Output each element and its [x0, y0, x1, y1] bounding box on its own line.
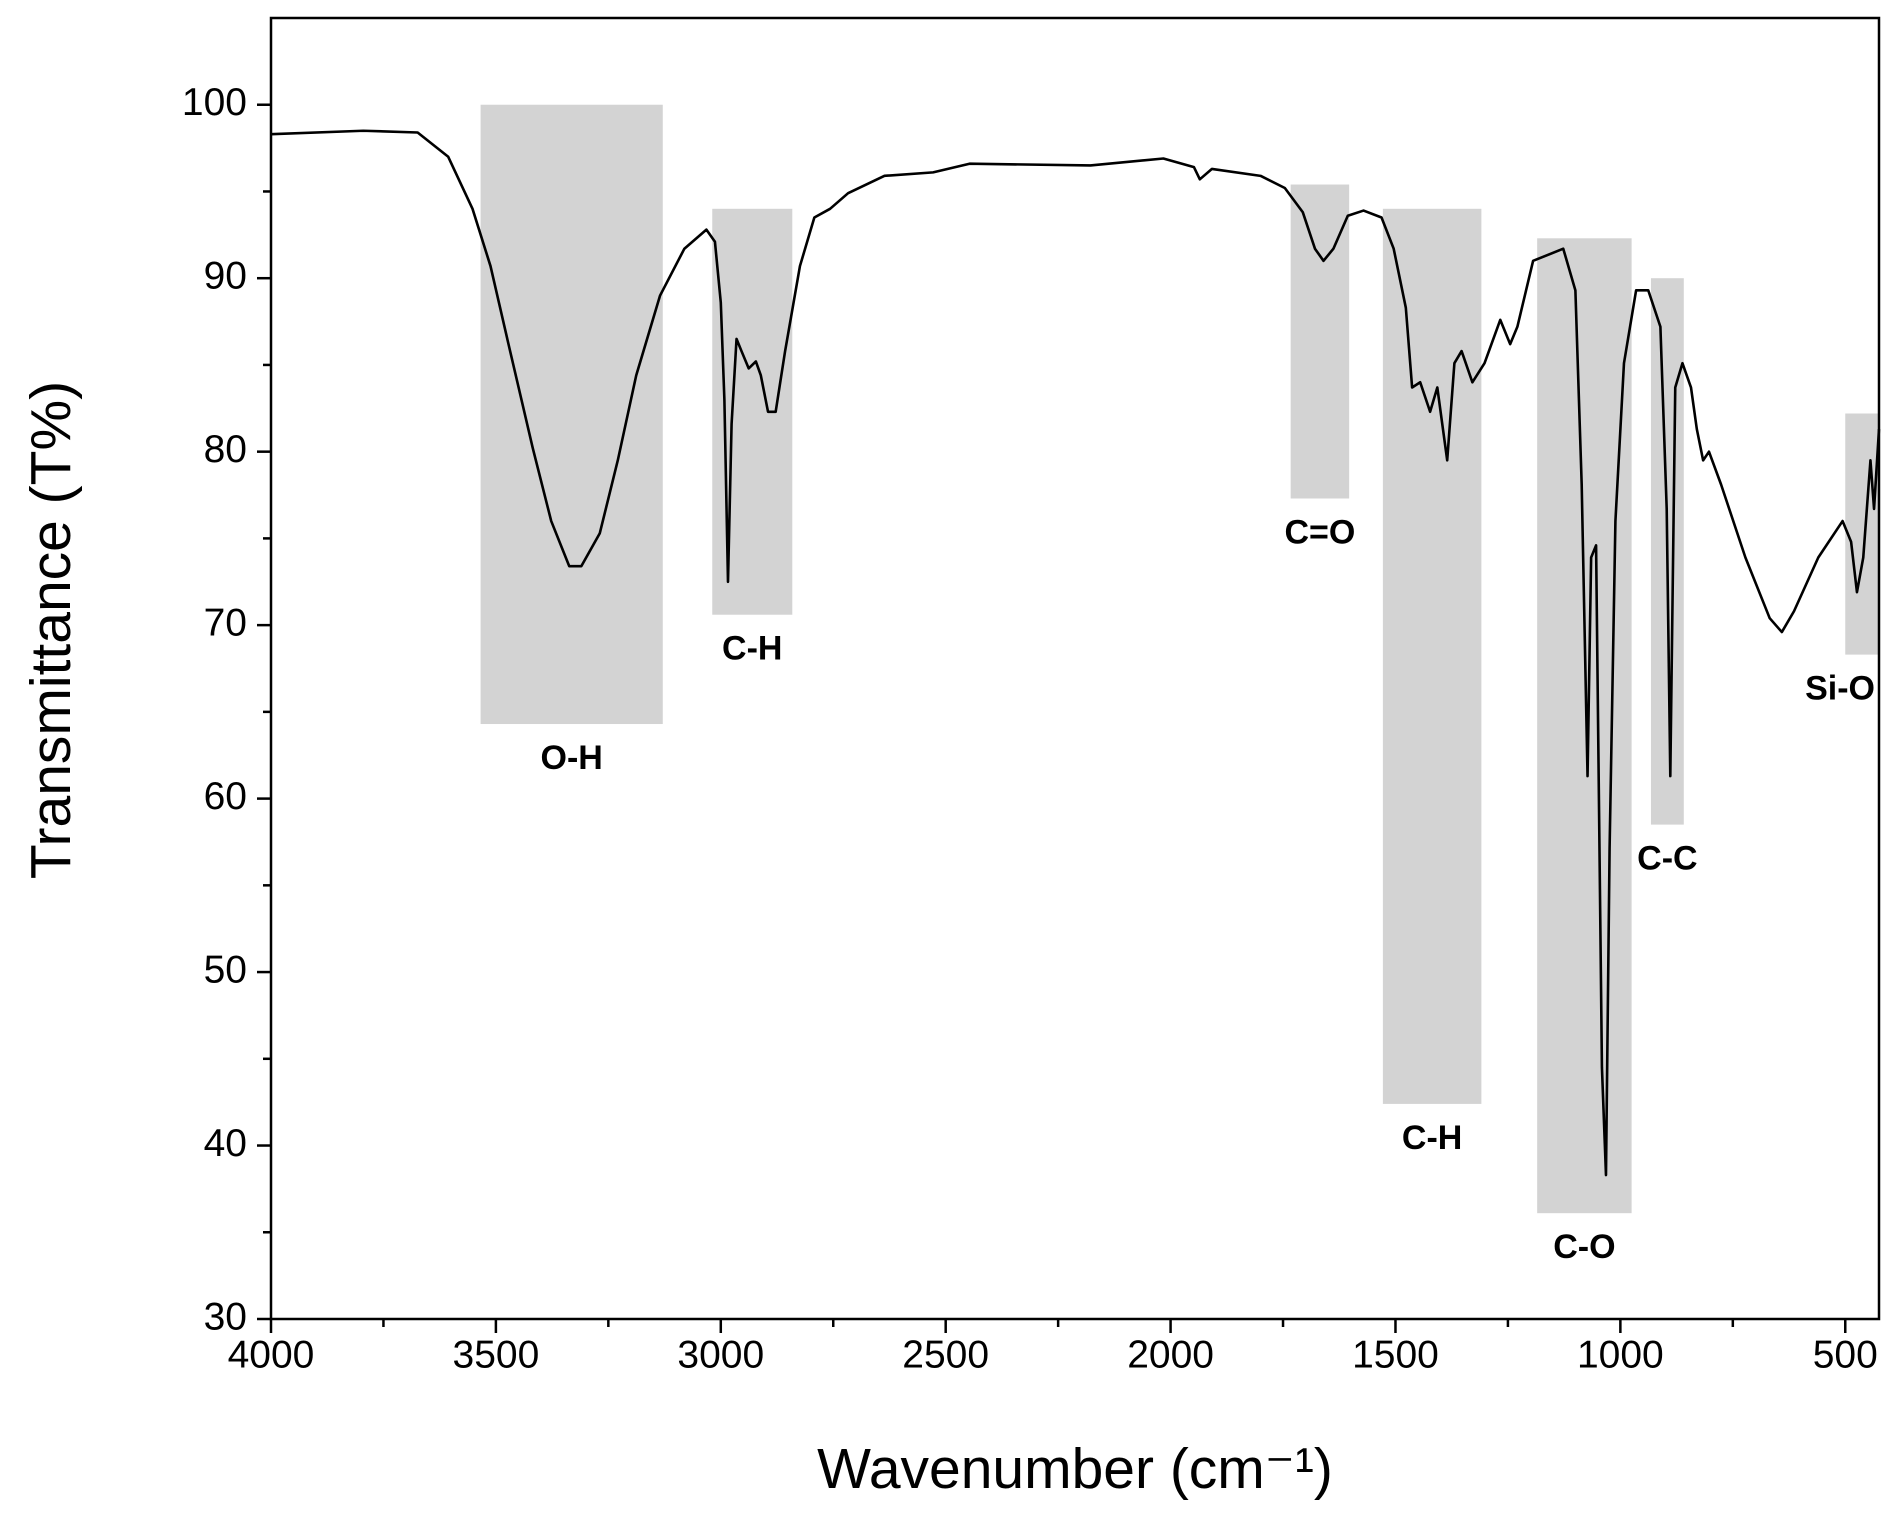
x-tick-label: 2000 [1127, 1333, 1214, 1376]
x-tick-label: 1500 [1352, 1333, 1439, 1376]
y-tick-label: 40 [204, 1122, 247, 1165]
x-tick-label: 3000 [677, 1333, 764, 1376]
y-tick-label: 50 [204, 948, 247, 991]
y-tick-label: 60 [204, 775, 247, 818]
y-tick-label: 30 [204, 1295, 247, 1338]
plot-frame [269, 16, 1881, 1321]
y-tick-label: 70 [204, 601, 247, 644]
band-label: C-H [722, 630, 782, 668]
x-tick-label: 4000 [228, 1333, 315, 1376]
band [1382, 208, 1482, 1104]
y-tick-label: 100 [182, 81, 247, 124]
y-axis-title: Transmittance (T%) [19, 381, 83, 879]
y-tick-label: 90 [204, 254, 247, 297]
band-label: C=O [1284, 513, 1355, 551]
band [1537, 238, 1632, 1214]
band-label: C-O [1553, 1228, 1615, 1266]
band-label: C-H [1402, 1119, 1462, 1157]
x-tick-label: 500 [1813, 1333, 1878, 1376]
x-tick-label: 2500 [902, 1333, 989, 1376]
x-tick-label: 1000 [1577, 1333, 1664, 1376]
band-label: Si-O [1805, 670, 1875, 708]
band-label: O-H [541, 739, 603, 777]
band [1845, 413, 1879, 655]
x-tick-label: 3500 [453, 1333, 540, 1376]
y-tick-label: 80 [204, 428, 247, 471]
band [480, 104, 663, 725]
spectrum-line [270, 129, 1881, 1177]
band-label: C-C [1637, 840, 1697, 878]
x-axis-title: Wavenumber (cm⁻¹) [817, 1437, 1333, 1501]
